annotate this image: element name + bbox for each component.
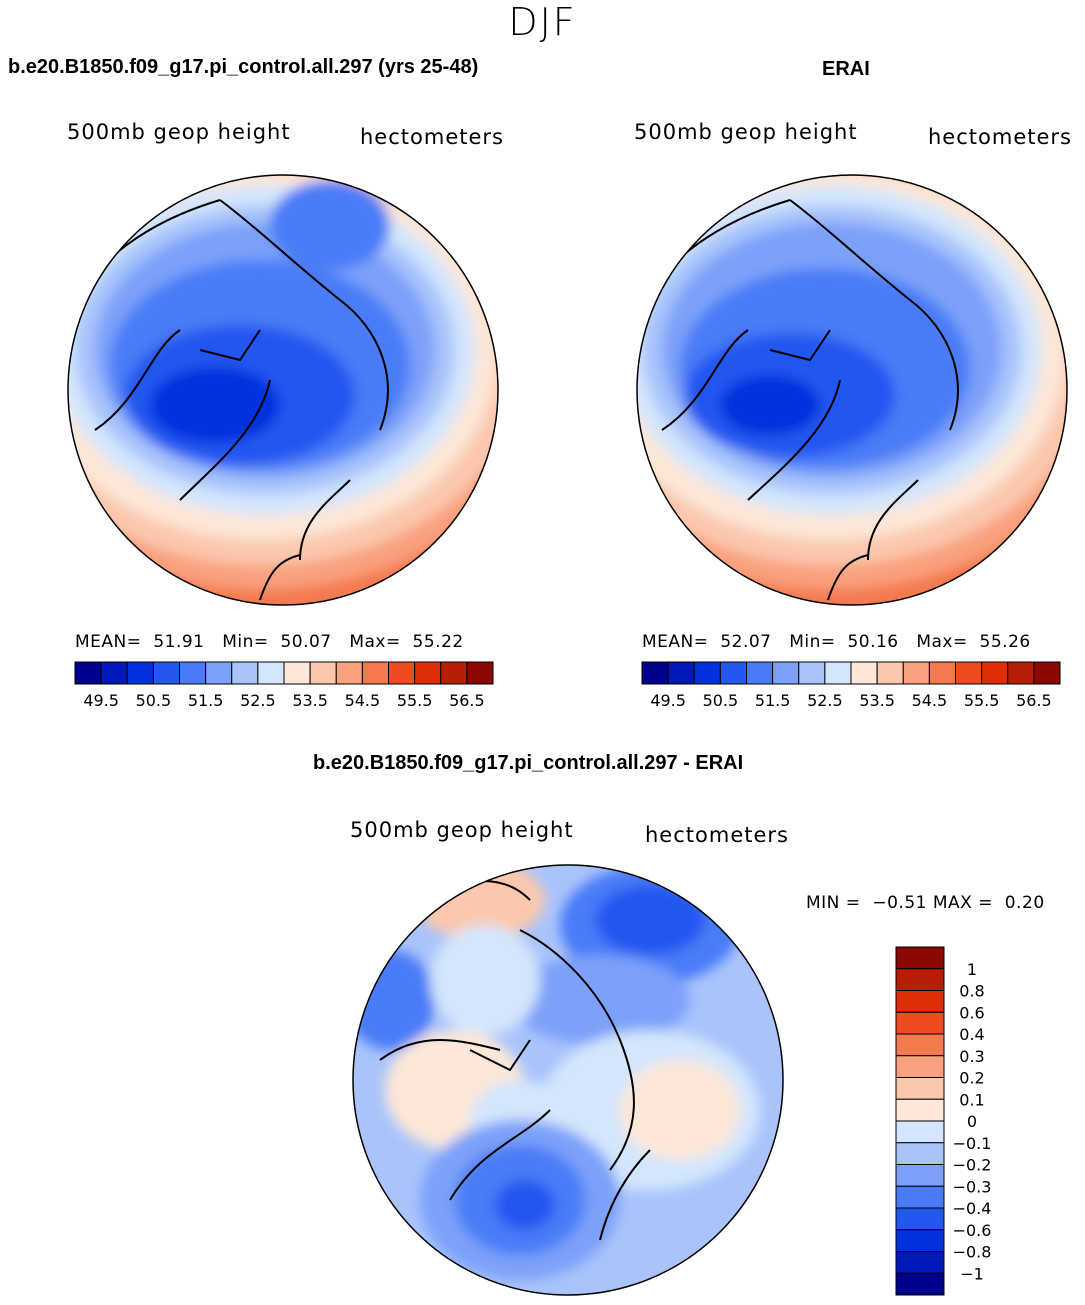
model-colorbar-swatch — [309, 661, 337, 685]
model-colorbar-swatch — [205, 661, 233, 685]
obs-colorbar-swatch — [955, 661, 983, 685]
diff-colorbar-label: −0.6 — [953, 1221, 992, 1240]
model-colorbar-swatch — [179, 661, 207, 685]
model-colorbar-swatch — [440, 661, 468, 685]
diff-colorbar-label: 1 — [967, 960, 977, 979]
model-colorbar-label: 50.5 — [136, 691, 172, 710]
model-colorbar-label: 55.5 — [397, 691, 433, 710]
diff-colorbar-swatch — [895, 990, 945, 1013]
season-title: DJF — [508, 0, 577, 44]
obs-colorbar-swatch — [719, 661, 747, 685]
diff-colorbar-label: 0.8 — [959, 982, 984, 1001]
obs-colorbar-swatch — [824, 661, 852, 685]
obs-colorbar-swatch — [1033, 661, 1061, 685]
obs-colorbar-swatch — [772, 661, 800, 685]
diff-colorbar-label: −0.1 — [953, 1134, 992, 1153]
model-panel-title: b.e20.B1850.f09_g17.pi_control.all.297 (… — [8, 56, 479, 78]
obs-colorbar-label: 51.5 — [755, 691, 791, 710]
obs-colorbar-swatch — [641, 661, 669, 685]
model-colorbar-swatch — [100, 661, 128, 685]
model-colorbar-swatch — [335, 661, 363, 685]
obs-colorbar-swatch — [1007, 661, 1035, 685]
model-colorbar-swatch — [361, 661, 389, 685]
model-field-label: 500mb geop height — [67, 120, 291, 144]
model-colorbar-label: 51.5 — [188, 691, 224, 710]
diff-colorbar-swatch — [895, 1098, 945, 1122]
diff-panel-title: b.e20.B1850.f09_g17.pi_control.all.297 -… — [313, 752, 744, 774]
diff-colorbar-swatch — [895, 1251, 945, 1274]
model-colorbar-swatch — [231, 661, 259, 685]
diff-colorbar: 1 0.8 0.6 0.4 0.3 0.2 0.1 0 −0.1 −0.2 −0.3 −0.4 −0.6… — [895, 946, 992, 1296]
model-colorbar-label: 56.5 — [449, 691, 485, 710]
diff-units-label: hectometers — [645, 823, 789, 847]
obs-colorbar-label: 55.5 — [964, 691, 1000, 710]
model-colorbar-label: 54.5 — [345, 691, 381, 710]
diff-colorbar-swatch — [895, 946, 945, 970]
model-colorbar-swatch — [283, 661, 311, 685]
model-colorbar-label: 52.5 — [240, 691, 276, 710]
diff-colorbar-label: 0.2 — [959, 1069, 984, 1088]
diff-colorbar-label: −0.2 — [953, 1156, 992, 1175]
diff-colorbar-swatch — [895, 1185, 945, 1209]
diff-colorbar-swatch — [895, 1033, 945, 1057]
obs-colorbar-swatch — [850, 661, 878, 685]
diff-colorbar-label: 0.6 — [959, 1003, 984, 1022]
obs-field-label: 500mb geop height — [634, 120, 858, 144]
obs-colorbar-swatch — [902, 661, 930, 685]
model-colorbar-label: 53.5 — [292, 691, 328, 710]
diff-field-label: 500mb geop height — [350, 818, 574, 842]
obs-panel-title: ERAI — [822, 58, 870, 80]
obs-colorbar: 49.5 50.5 51.5 52.5 53.5 54.5 55.5 56.5 — [641, 661, 1061, 710]
model-colorbar-swatch — [74, 661, 102, 685]
obs-colorbar-label: 56.5 — [1016, 691, 1052, 710]
obs-stats: MEAN= 52.07 Min= 50.16 Max= 55.26 — [642, 632, 1031, 652]
obs-colorbar-swatch — [981, 661, 1009, 685]
obs-colorbar-label: 53.5 — [859, 691, 895, 710]
diff-polar-map — [353, 865, 783, 1295]
diff-colorbar-swatch — [895, 1011, 945, 1035]
diff-minmax: MIN = −0.51 MAX = 0.20 — [806, 893, 1045, 913]
diff-colorbar-swatch — [895, 1164, 945, 1187]
diff-colorbar-label: 0.4 — [959, 1025, 984, 1044]
obs-colorbar-swatch — [928, 661, 956, 685]
diff-colorbar-swatch — [895, 968, 945, 991]
diff-colorbar-swatch — [895, 1272, 945, 1296]
diff-colorbar-swatch — [895, 1055, 945, 1078]
model-colorbar: 49.5 50.5 51.5 52.5 53.5 54.5 55.5 56.5 — [74, 661, 494, 710]
obs-polar-map — [637, 175, 1067, 605]
obs-colorbar-swatch — [667, 661, 695, 685]
diff-colorbar-swatch — [895, 1120, 945, 1144]
model-units-label: hectometers — [360, 125, 504, 149]
diff-colorbar-swatch — [895, 1142, 945, 1165]
obs-colorbar-swatch — [798, 661, 826, 685]
diff-colorbar-label: −0.8 — [953, 1243, 992, 1262]
obs-units-label: hectometers — [928, 125, 1072, 149]
diff-colorbar-label: 0.3 — [959, 1047, 984, 1066]
model-colorbar-label: 49.5 — [83, 691, 119, 710]
diff-colorbar-label: −0.4 — [953, 1199, 992, 1218]
model-colorbar-swatch — [388, 661, 416, 685]
diff-colorbar-label: 0 — [967, 1112, 977, 1131]
model-colorbar-swatch — [152, 661, 180, 685]
diff-colorbar-swatch — [895, 1077, 945, 1100]
diff-colorbar-swatch — [895, 1229, 945, 1252]
obs-colorbar-label: 54.5 — [912, 691, 948, 710]
obs-colorbar-label: 52.5 — [807, 691, 843, 710]
obs-colorbar-swatch — [693, 661, 721, 685]
obs-colorbar-label: 50.5 — [703, 691, 739, 710]
obs-colorbar-swatch — [746, 661, 774, 685]
obs-colorbar-swatch — [876, 661, 904, 685]
model-colorbar-swatch — [414, 661, 442, 685]
model-colorbar-swatch — [126, 661, 154, 685]
model-colorbar-swatch — [466, 661, 494, 685]
diff-colorbar-swatch — [895, 1207, 945, 1231]
obs-colorbar-label: 49.5 — [650, 691, 686, 710]
diff-colorbar-label: −0.3 — [953, 1177, 992, 1196]
model-polar-map — [68, 175, 498, 605]
model-colorbar-swatch — [257, 661, 285, 685]
model-stats: MEAN= 51.91 Min= 50.07 Max= 55.22 — [75, 632, 464, 652]
diff-colorbar-label: −1 — [960, 1264, 984, 1283]
diff-colorbar-label: 0.1 — [959, 1090, 984, 1109]
